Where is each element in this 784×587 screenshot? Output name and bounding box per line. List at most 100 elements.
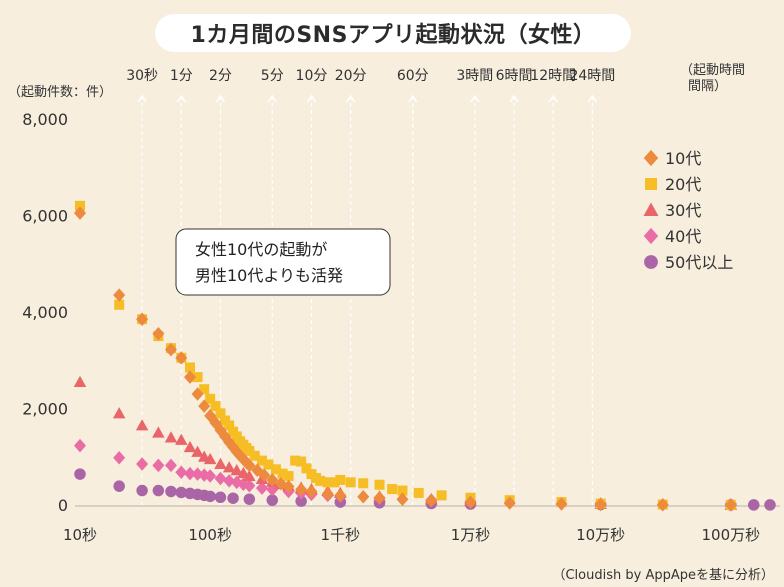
data-point xyxy=(175,433,188,445)
data-point xyxy=(214,491,227,504)
x-axis-label-line2: 間隔） xyxy=(688,79,727,94)
y-tick-label: 6,000 xyxy=(22,207,68,226)
data-point xyxy=(413,487,424,498)
data-point xyxy=(255,481,268,495)
series-layer xyxy=(73,200,776,512)
data-point xyxy=(113,480,125,492)
data-point xyxy=(164,458,177,473)
data-point xyxy=(175,351,188,365)
top-guide-arrow xyxy=(137,94,147,103)
data-point xyxy=(243,458,256,473)
y-tick-label: 8,000 xyxy=(22,110,68,129)
data-point xyxy=(301,463,312,474)
data-point xyxy=(230,464,243,476)
top-tick-label: 24時間 xyxy=(569,68,615,84)
data-point xyxy=(214,471,227,486)
data-point xyxy=(270,464,281,475)
x-axis-label-line1: （起動時間 xyxy=(680,63,745,78)
data-point xyxy=(165,485,177,498)
data-point xyxy=(184,370,197,384)
top-tick-label: 5分 xyxy=(261,68,284,84)
legend-marker xyxy=(644,255,658,269)
legend-marker xyxy=(643,227,659,245)
data-point xyxy=(136,484,148,497)
data-point xyxy=(175,486,188,499)
data-point xyxy=(345,477,356,488)
data-point xyxy=(329,477,340,488)
data-point xyxy=(192,372,203,383)
data-point xyxy=(199,384,210,395)
data-point xyxy=(135,419,149,431)
data-point xyxy=(244,445,255,456)
top-tick-label: 1分 xyxy=(170,68,193,84)
data-point xyxy=(136,457,149,471)
top-guide-arrow xyxy=(548,94,558,103)
data-point xyxy=(191,445,204,457)
data-point xyxy=(764,499,776,511)
data-point xyxy=(74,468,86,480)
data-point xyxy=(73,375,87,387)
data-point xyxy=(243,469,256,482)
data-point xyxy=(224,420,235,431)
data-point xyxy=(266,494,279,506)
bottom-tick-label: 1千秒 xyxy=(321,526,361,544)
bottom-tick-label: 100万秒 xyxy=(701,526,760,544)
bottom-tick-label: 100秒 xyxy=(188,526,232,544)
top-tick-label: 3時間 xyxy=(456,68,493,84)
data-point xyxy=(152,484,165,497)
data-point xyxy=(227,492,239,504)
legend-label: 20代 xyxy=(665,175,701,194)
bottom-tick-label: 10秒 xyxy=(63,526,97,544)
top-guide-arrow xyxy=(346,94,356,103)
data-point xyxy=(136,312,149,326)
data-point xyxy=(113,288,126,302)
data-point xyxy=(321,487,334,501)
data-point xyxy=(74,438,86,453)
data-point xyxy=(198,399,211,413)
data-point xyxy=(113,450,126,465)
legend-marker xyxy=(645,178,657,190)
legend-label: 30代 xyxy=(665,201,701,220)
y-tick-label: 2,000 xyxy=(22,400,68,419)
series-10代 xyxy=(74,206,737,512)
data-point xyxy=(397,485,408,496)
top-guide-arrow xyxy=(470,94,480,103)
data-point xyxy=(263,459,274,470)
legend-label: 50代以上 xyxy=(665,253,733,272)
chart-title: 1カ月間のSNSアプリ起動状況（女性） xyxy=(155,14,631,52)
data-point xyxy=(357,490,370,504)
data-point xyxy=(656,498,669,512)
data-point xyxy=(334,488,347,503)
data-point xyxy=(425,493,438,508)
data-point xyxy=(277,468,288,479)
data-point xyxy=(215,408,226,419)
data-point xyxy=(258,468,271,482)
data-point xyxy=(249,450,260,461)
top-tick-label: 10分 xyxy=(296,68,328,84)
data-point xyxy=(114,299,125,310)
y-tick-label: 0 xyxy=(58,496,68,515)
data-point xyxy=(387,484,398,495)
data-point xyxy=(210,401,221,412)
top-guide-arrow xyxy=(509,94,519,103)
data-point xyxy=(555,497,568,511)
bottom-tick-label: 10万秒 xyxy=(576,526,625,544)
data-point xyxy=(256,455,267,466)
data-point xyxy=(503,496,516,510)
top-tick-label: 60分 xyxy=(397,68,429,84)
data-point xyxy=(191,387,204,401)
top-guide-arrow xyxy=(408,94,418,103)
top-tick-label: 20分 xyxy=(335,68,367,84)
data-point xyxy=(205,393,216,404)
legend: 10代 20代 30代 40代 50代以上 xyxy=(643,149,733,272)
data-point xyxy=(282,479,295,494)
annotation-line1: 女性10代の起動が xyxy=(195,240,327,259)
data-point xyxy=(295,495,307,507)
bottom-tick-label: 1万秒 xyxy=(451,526,491,544)
data-point xyxy=(183,440,197,453)
data-point xyxy=(222,461,236,473)
data-point xyxy=(184,466,197,481)
data-point xyxy=(243,478,256,493)
